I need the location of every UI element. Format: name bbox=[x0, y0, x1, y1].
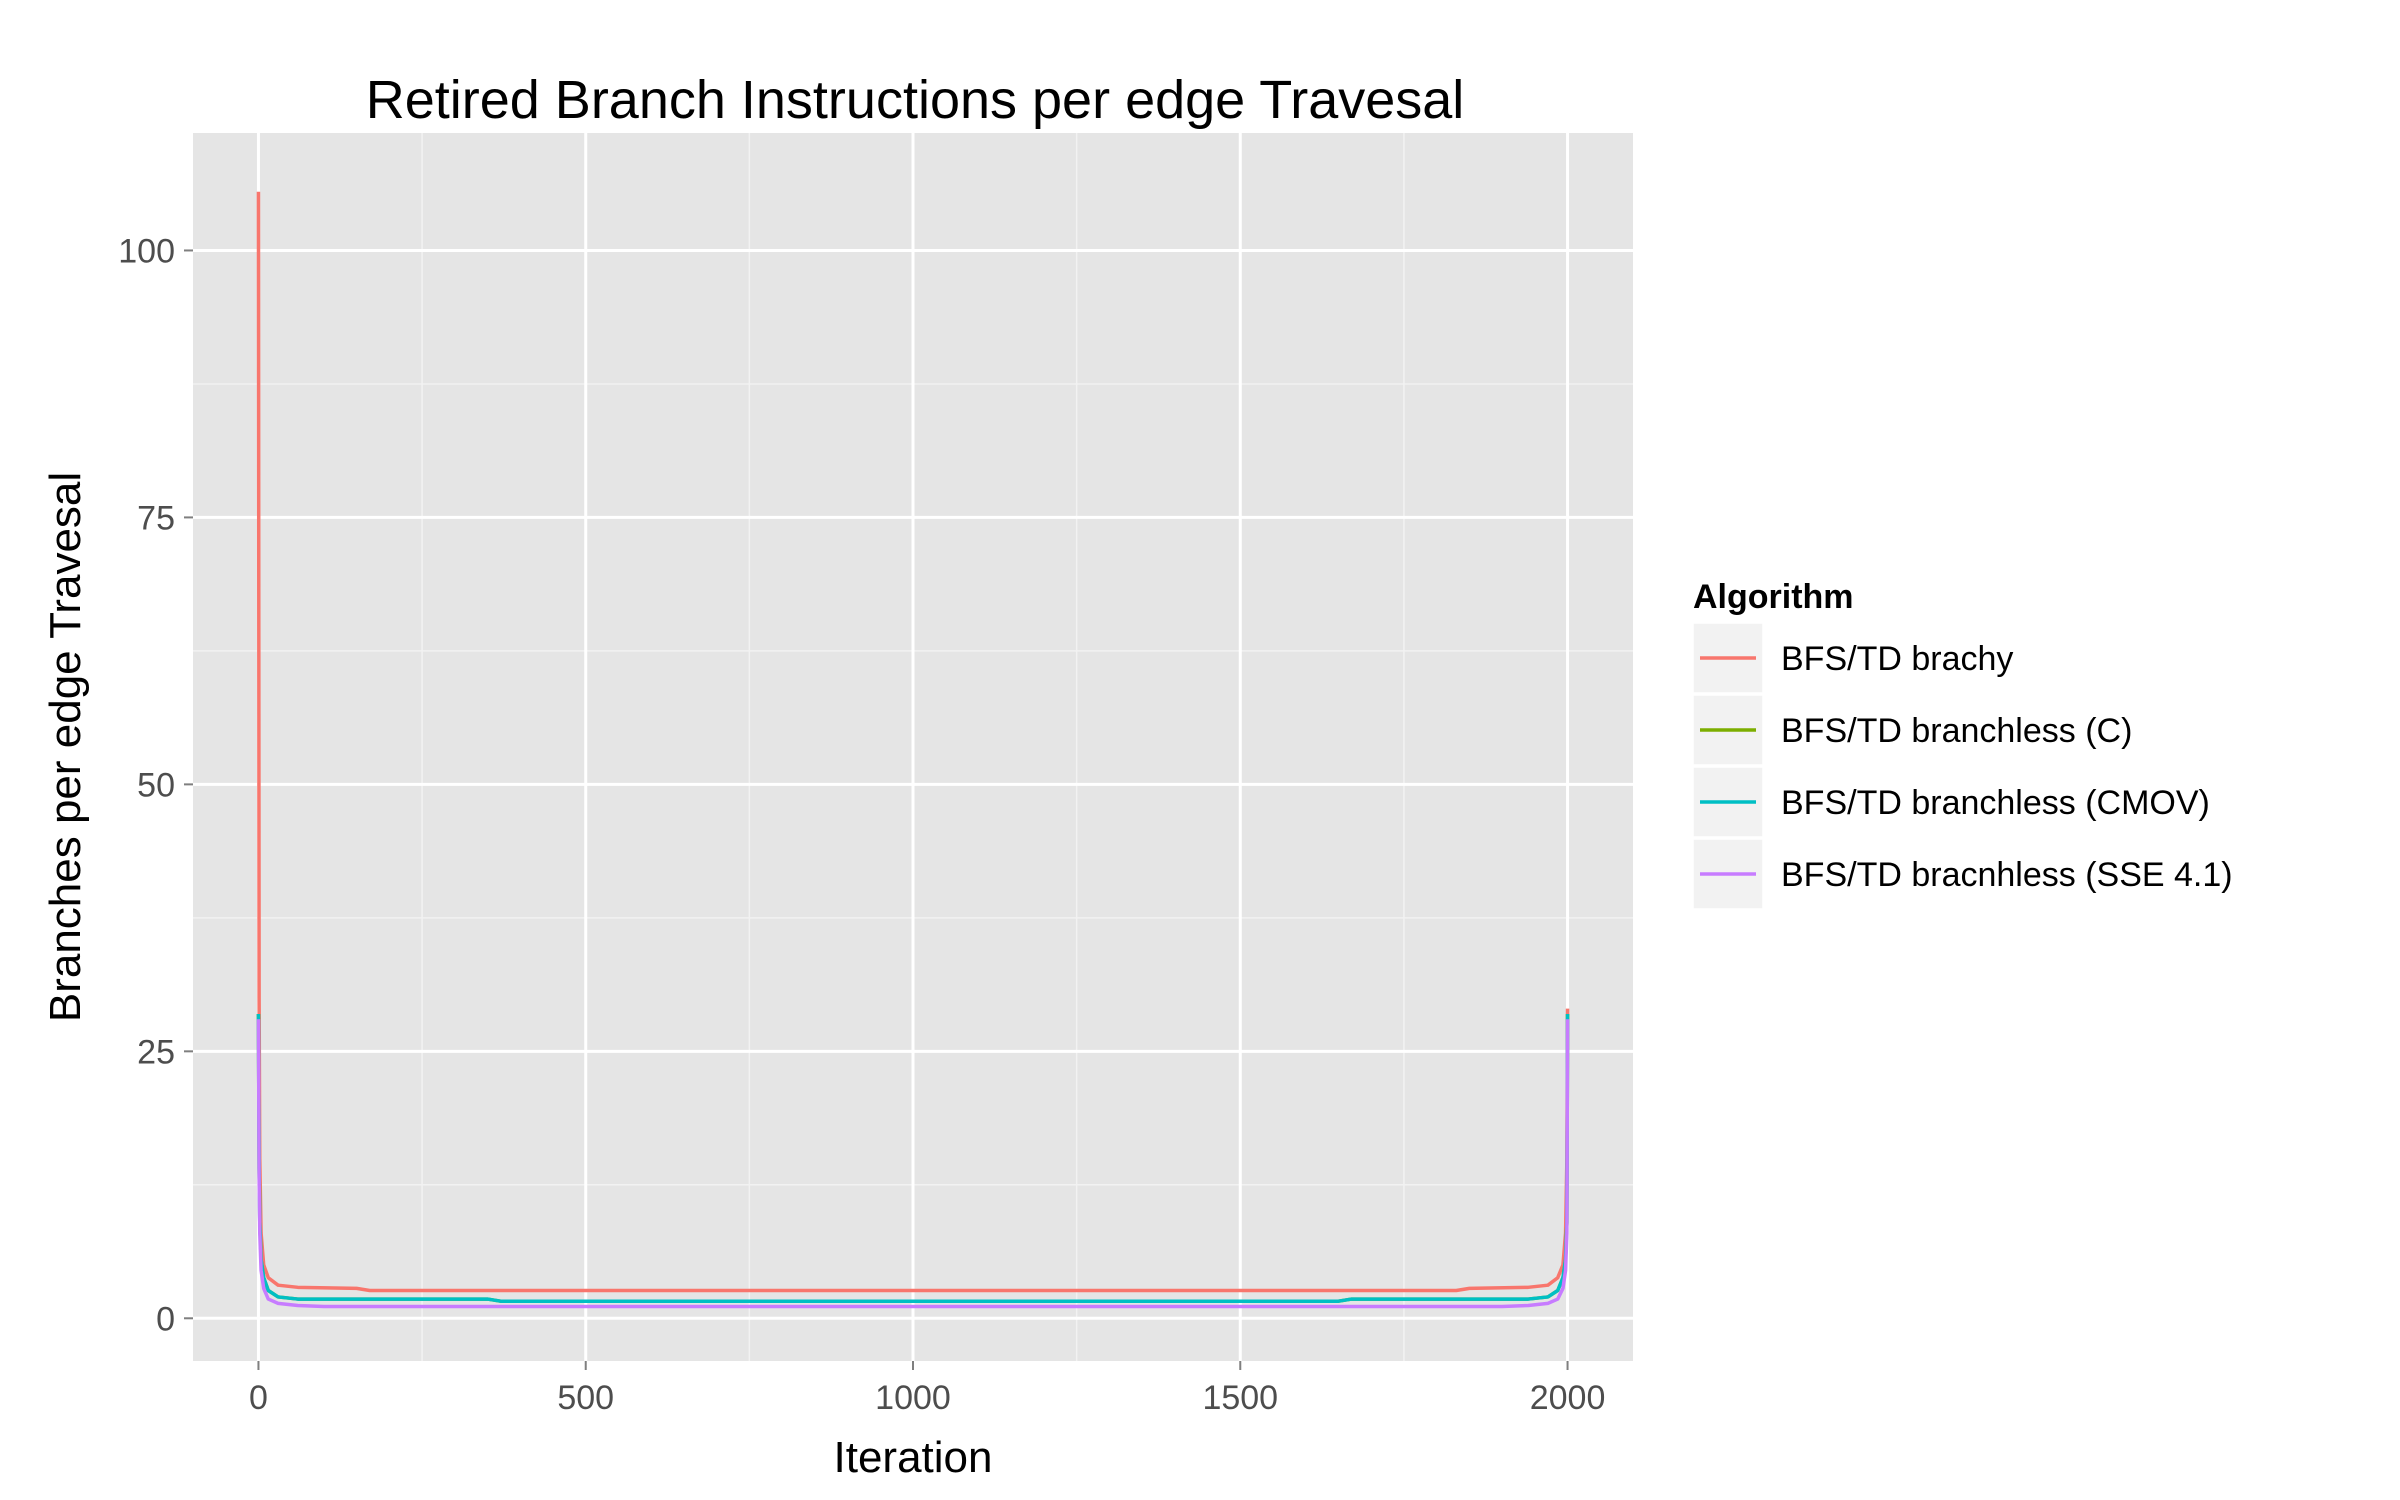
legend-label: BFS/TD branchless (CMOV) bbox=[1781, 784, 2210, 822]
series-lines bbox=[256, 191, 1570, 1309]
legend-item: BFS/TD bracnhless (SSE 4.1) bbox=[1692, 838, 2233, 910]
y-axis-title: Branches per edge Travesal bbox=[41, 472, 90, 1022]
x-axis-title: Iteration bbox=[834, 1433, 993, 1482]
legend-item: BFS/TD branchless (CMOV) bbox=[1692, 766, 2210, 838]
y-tick-label: 25 bbox=[137, 1033, 175, 1071]
legend: Algorithm BFS/TD brachy BFS/TD branchless… bbox=[1692, 578, 2233, 910]
legend-item: BFS/TD brachy bbox=[1692, 622, 2013, 694]
legend-item: BFS/TD branchless (C) bbox=[1692, 694, 2132, 766]
legend-label: BFS/TD branchless (C) bbox=[1781, 712, 2132, 750]
chart-title: Retired Branch Instructions per edge Tra… bbox=[366, 70, 1465, 130]
legend-title: Algorithm bbox=[1693, 578, 1854, 616]
y-tick-label: 100 bbox=[118, 232, 175, 270]
x-axis: 0 500 1000 1500 2000 bbox=[249, 1361, 1605, 1417]
y-tick-label: 75 bbox=[137, 499, 175, 537]
x-tick-label: 0 bbox=[249, 1379, 268, 1417]
y-tick-label: 50 bbox=[137, 766, 175, 804]
x-tick-label: 1000 bbox=[875, 1379, 951, 1417]
x-tick-label: 1500 bbox=[1202, 1379, 1278, 1417]
legend-label: BFS/TD brachy bbox=[1781, 640, 2013, 678]
legend-label: BFS/TD bracnhless (SSE 4.1) bbox=[1781, 856, 2233, 894]
x-tick-label: 2000 bbox=[1530, 1379, 1606, 1417]
y-tick-label: 0 bbox=[156, 1300, 175, 1338]
series-line-4 bbox=[256, 1019, 1570, 1309]
x-tick-label: 500 bbox=[557, 1379, 614, 1417]
y-axis: 0 25 50 75 100 bbox=[118, 232, 193, 1338]
